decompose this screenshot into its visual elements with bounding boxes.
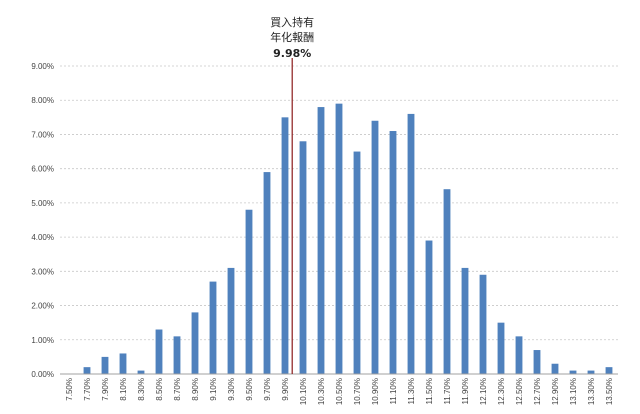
annotation-line1: 買入持有 [270, 15, 314, 29]
y-tick-label: 9.00% [31, 62, 54, 71]
y-tick-label: 1.00% [31, 336, 54, 345]
x-tick-label: 8.70% [173, 378, 182, 401]
x-tick-label: 9.10% [209, 378, 218, 401]
bar-9.90% [281, 117, 289, 374]
x-tick-label: 12.10% [479, 378, 488, 405]
y-axis: 0.00% 1.00% 2.00% 3.00% 4.00% 5.00% 6.00% 7.00%… [31, 62, 54, 379]
bar-11.30% [407, 113, 415, 375]
bar-10.10% [299, 141, 307, 374]
bar-8.30% [137, 370, 145, 374]
y-tick-label: 0.00% [31, 370, 54, 379]
x-tick-label: 9.50% [245, 378, 254, 401]
bar-12.90% [551, 363, 559, 374]
x-tick-label: 9.30% [227, 378, 236, 401]
x-tick-label: 9.70% [263, 378, 272, 401]
x-tick-label: 8.10% [119, 378, 128, 401]
bar-7.90% [101, 356, 109, 374]
bars [83, 103, 613, 375]
x-tick-label: 11.30% [407, 378, 416, 405]
annotation-value: 9.98% [273, 47, 311, 60]
bar-10.30% [317, 107, 325, 375]
bar-9.50% [245, 209, 253, 374]
bar-12.30% [497, 322, 505, 374]
y-tick-label: 8.00% [31, 96, 54, 105]
bar-13.10% [569, 370, 577, 374]
y-tick-label: 6.00% [31, 165, 54, 174]
bar-11.50% [425, 240, 433, 374]
x-tick-label: 11.10% [389, 378, 398, 405]
bar-11.70% [443, 189, 451, 374]
bar-8.90% [191, 312, 199, 374]
x-tick-label: 7.90% [101, 378, 110, 401]
bar-12.10% [479, 274, 487, 374]
bar-7.70% [83, 367, 91, 374]
x-axis: 7.50% 7.70% 7.90% 8.10% 8.30% 8.50% 8.70% 8.90%… [60, 373, 618, 405]
x-tick-label: 11.70% [443, 378, 452, 405]
bar-12.70% [533, 350, 541, 374]
x-tick-label: 10.30% [317, 378, 326, 405]
y-tick-label: 7.00% [31, 130, 54, 139]
annotation-line2: 年化報酬 [270, 30, 314, 44]
x-tick-label: 12.30% [497, 378, 506, 405]
x-tick-label: 10.90% [371, 378, 380, 405]
x-tick-label: 10.70% [353, 378, 362, 405]
bar-9.30% [227, 267, 235, 374]
x-tick-label: 8.90% [191, 378, 200, 401]
bar-8.70% [173, 336, 181, 374]
bar-10.70% [353, 151, 361, 374]
bar-9.70% [263, 172, 271, 374]
bar-8.50% [155, 329, 163, 374]
x-tick-label: 10.50% [335, 378, 344, 405]
bar-13.50% [605, 367, 613, 374]
y-tick-label: 2.00% [31, 302, 54, 311]
x-tick-label: 11.90% [461, 378, 470, 405]
bar-8.10% [119, 353, 127, 374]
y-tick-label: 4.00% [31, 233, 54, 242]
x-tick-label: 11.50% [425, 378, 434, 405]
bar-11.10% [389, 131, 397, 374]
y-tick-label: 3.00% [31, 267, 54, 276]
gridlines [60, 65, 618, 341]
x-tick-label: 9.90% [281, 378, 290, 401]
bar-9.10% [209, 281, 217, 374]
x-tick-label: 8.50% [155, 378, 164, 401]
x-tick-label: 8.30% [137, 378, 146, 401]
bar-13.30% [587, 370, 595, 374]
x-tick-label: 12.90% [551, 378, 560, 405]
x-tick-label: 7.70% [83, 378, 92, 401]
bar-10.90% [371, 120, 379, 374]
x-tick-label: 13.30% [587, 378, 596, 405]
x-tick-label: 7.50% [65, 378, 74, 401]
bar-11.90% [461, 267, 469, 374]
y-tick-label: 5.00% [31, 199, 54, 208]
x-tick-label: 12.70% [533, 378, 542, 405]
x-tick-label: 13.10% [569, 378, 578, 405]
x-tick-label: 12.50% [515, 378, 524, 405]
x-tick-label: 10.10% [299, 378, 308, 405]
bar-12.50% [515, 336, 523, 374]
bar-10.50% [335, 103, 343, 375]
x-tick-label: 13.50% [605, 378, 614, 405]
